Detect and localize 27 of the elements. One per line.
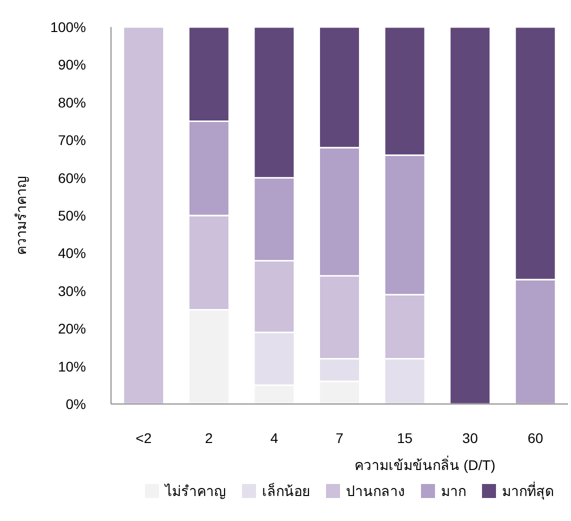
y-tick-label: 90% [58, 56, 86, 73]
x-axis-title: ความเข้มข้นกลิ่น (D/T) [354, 456, 496, 473]
legend-label: ไม่รำคาญ [164, 483, 226, 499]
legend-label: มาก [441, 483, 466, 499]
x-tick-label: 2 [205, 430, 214, 446]
x-tick-label: 60 [528, 430, 544, 446]
y-tick-label: 50% [58, 208, 86, 224]
y-tick-label: 0% [66, 396, 86, 412]
x-tick-label: 30 [462, 430, 478, 446]
x-tick-label: 4 [270, 430, 278, 446]
legend-label: มากที่สุด [502, 482, 554, 500]
x-tick-label: <2 [136, 430, 152, 446]
y-tick-label: 100% [50, 19, 86, 35]
y-tick-label: 20% [58, 320, 86, 337]
legend-label: ปานกลาง [346, 483, 405, 499]
y-tick-label: 60% [58, 170, 86, 186]
x-tick-label: 15 [396, 430, 413, 446]
y-tick-label: 10% [58, 358, 86, 374]
y-axis-title: ความรำคาญ [13, 176, 29, 255]
y-tick-label: 40% [58, 245, 86, 262]
y-tick-label: 70% [58, 132, 86, 148]
legend-label: เล็กน้อย [262, 482, 310, 499]
y-tick-label: 30% [58, 282, 86, 299]
bar [122, 26, 165, 405]
bar [449, 26, 492, 405]
y-tick-label: 80% [58, 94, 86, 110]
x-tick-label: 7 [336, 430, 344, 446]
